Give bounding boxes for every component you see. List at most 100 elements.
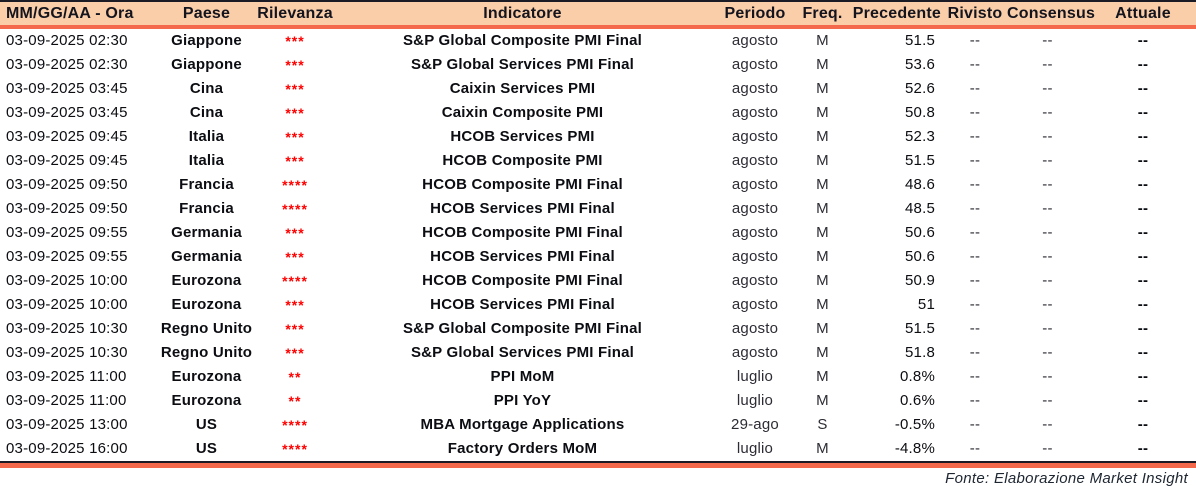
cell-freq: S (817, 416, 828, 433)
cell-rivisto: -- (969, 296, 981, 313)
cell-paese: Italia (188, 152, 225, 169)
cell-rivisto: -- (969, 56, 981, 73)
table-row: 03-09-2025 16:00 US **** Factory Orders MoM… (0, 437, 1196, 463)
cell-precedente: 51.5 (905, 32, 935, 49)
cell-datetime: 03-09-2025 16:00 (0, 437, 158, 463)
cell-consensus: -- (1042, 200, 1053, 217)
cell-consensus: -- (1042, 56, 1053, 73)
source-note: Fonte: Elaborazione Market Insight (945, 470, 1188, 486)
calendar-table-body: 03-09-2025 02:30 Giappone *** S&P Global Co… (0, 27, 1196, 463)
calendar-table: MM/GG/AA - Ora Paese Rilevanza Indicatore Pe… (0, 0, 1196, 463)
cell-rilevanza: **** (282, 273, 308, 289)
cell-consensus: -- (1042, 80, 1053, 97)
cell-freq: M (816, 104, 829, 121)
cell-indicatore: S&P Global Services PMI Final (410, 56, 635, 73)
cell-attuale: -- (1137, 296, 1149, 313)
cell-precedente: 0.8% (900, 368, 935, 385)
table-row: 03-09-2025 09:55 Germania *** HCOB Composit… (0, 221, 1196, 245)
cell-consensus: -- (1042, 416, 1053, 433)
cell-indicatore: Factory Orders MoM (335, 437, 710, 463)
cell-freq: M (816, 296, 829, 313)
cell-rivisto: -- (969, 128, 981, 145)
cell-freq: M (816, 392, 829, 409)
cell-rilevanza: *** (285, 153, 305, 169)
column-header-periodo: Periodo (710, 0, 800, 29)
cell-precedente: 51.5 (905, 320, 935, 337)
cell-freq: M (800, 437, 845, 463)
cell-rilevanza: *** (285, 297, 305, 313)
cell-rilevanza: *** (285, 57, 305, 73)
cell-attuale: -- (1137, 248, 1149, 265)
cell-rilevanza: *** (285, 33, 305, 49)
cell-datetime: 03-09-2025 09:45 (6, 128, 128, 145)
cell-periodo: luglio (736, 368, 774, 385)
cell-periodo: luglio (736, 392, 774, 409)
cell-rilevanza: **** (282, 201, 308, 217)
cell-freq: M (816, 80, 829, 97)
cell-rilevanza: ** (288, 393, 302, 409)
cell-paese: US (158, 437, 255, 463)
cell-periodo: agosto (731, 248, 779, 265)
table-row: 03-09-2025 10:30 Regno Unito *** S&P Global… (0, 317, 1196, 341)
cell-freq: M (816, 368, 829, 385)
cell-rivisto: -- (969, 200, 981, 217)
table-row: 03-09-2025 02:30 Giappone *** S&P Global Co… (0, 27, 1196, 53)
cell-periodo: agosto (731, 56, 779, 73)
cell-indicatore: HCOB Services PMI Final (430, 200, 615, 217)
cell-rilevanza: *** (285, 345, 305, 361)
cell-freq: M (816, 32, 829, 49)
cell-rivisto: -- (969, 152, 981, 169)
cell-paese: Regno Unito (160, 344, 253, 361)
cell-attuale: -- (1137, 80, 1149, 97)
table-row: 03-09-2025 03:45 Cina *** Caixin Composite … (0, 101, 1196, 125)
cell-indicatore: HCOB Services PMI Final (430, 248, 615, 265)
table-row: 03-09-2025 11:00 Eurozona ** PPI YoY luglio M… (0, 389, 1196, 413)
cell-datetime: 03-09-2025 10:00 (6, 296, 128, 313)
cell-paese: Eurozona (171, 392, 242, 409)
cell-attuale: -- (1137, 392, 1149, 409)
cell-precedente: 53.6 (905, 56, 935, 73)
cell-paese: Cina (189, 104, 224, 121)
cell-periodo: agosto (731, 128, 779, 145)
calendar-table-header: MM/GG/AA - Ora Paese Rilevanza Indicatore Pe… (0, 0, 1196, 29)
cell-paese: Regno Unito (160, 320, 253, 337)
cell-datetime: 03-09-2025 09:55 (6, 224, 128, 241)
cell-consensus: -- (1042, 152, 1053, 169)
cell-rivisto: -- (969, 272, 981, 289)
cell-attuale: -- (1137, 32, 1149, 49)
cell-datetime: 03-09-2025 11:00 (6, 368, 127, 385)
cell-paese: Italia (188, 128, 225, 145)
cell-attuale: -- (1137, 272, 1149, 289)
cell-datetime: 03-09-2025 13:00 (6, 416, 128, 433)
cell-periodo: agosto (731, 344, 779, 361)
cell-periodo: agosto (731, 320, 779, 337)
cell-rilevanza: *** (285, 249, 305, 265)
cell-precedente: 52.3 (905, 128, 935, 145)
cell-datetime: 03-09-2025 10:30 (6, 320, 128, 337)
cell-freq: M (816, 176, 829, 193)
cell-attuale: -- (1137, 152, 1149, 169)
cell-paese: Francia (179, 176, 234, 193)
cell-indicatore: HCOB Services PMI Final (430, 296, 615, 313)
cell-freq: M (816, 224, 829, 241)
cell-periodo: agosto (731, 152, 779, 169)
cell-precedente: 0.6% (900, 392, 935, 409)
cell-attuale: -- (1137, 128, 1149, 145)
column-header-freq: Freq. (800, 0, 845, 29)
table-row: 03-09-2025 02:30 Giappone *** S&P Global Se… (0, 53, 1196, 77)
cell-attuale: -- (1137, 416, 1149, 433)
cell-freq: M (816, 248, 829, 265)
table-row: 03-09-2025 09:45 Italia *** HCOB Services P… (0, 125, 1196, 149)
column-header-paese: Paese (158, 0, 255, 29)
cell-freq: M (816, 272, 829, 289)
table-row: 03-09-2025 10:00 Eurozona *** HCOB Services… (0, 293, 1196, 317)
table-row: 03-09-2025 09:50 Francia **** HCOB Composit… (0, 173, 1196, 197)
cell-consensus: -- (1042, 392, 1053, 409)
cell-precedente: 52.6 (905, 80, 935, 97)
cell-consensus: -- (1042, 128, 1053, 145)
cell-consensus: -- (1042, 272, 1053, 289)
cell-rilevanza: **** (255, 437, 335, 463)
cell-freq: M (816, 320, 829, 337)
cell-datetime: 03-09-2025 03:45 (6, 104, 128, 121)
cell-precedente: 48.5 (905, 200, 935, 217)
